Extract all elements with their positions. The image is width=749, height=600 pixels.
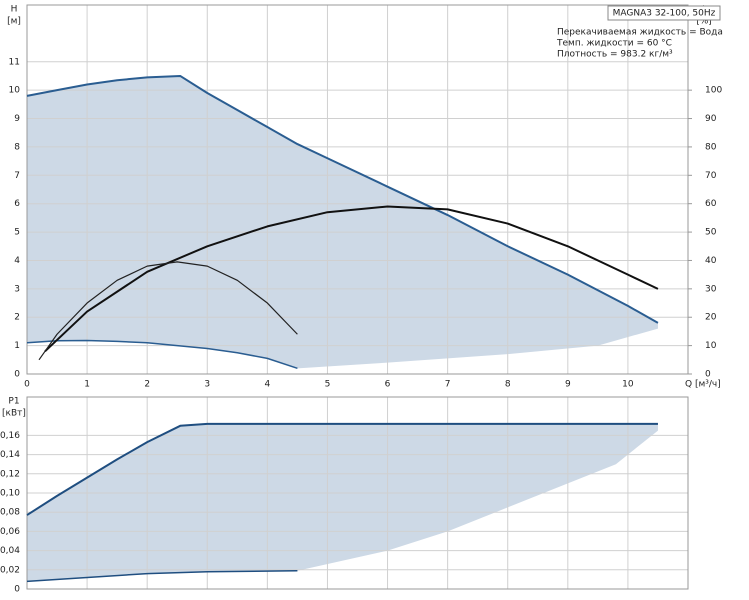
y-tick-label: 4 bbox=[14, 256, 20, 266]
y-tick-label: 8 bbox=[14, 142, 20, 152]
y-tick-label: 11 bbox=[9, 57, 20, 67]
y-tick-label: 7 bbox=[14, 171, 20, 181]
curve bbox=[26, 74, 659, 324]
y2-tick-label: 20 bbox=[705, 313, 717, 323]
y2-tick-label: 90 bbox=[705, 114, 717, 124]
y-tick-label: 0,10 bbox=[0, 489, 20, 499]
legend-title: MAGNA3 32-100, 50Hz bbox=[613, 9, 716, 19]
y-tick-label: 0 bbox=[14, 585, 20, 595]
y2-tick-label: 10 bbox=[705, 341, 717, 351]
y2-tick-label: 40 bbox=[705, 256, 717, 266]
y2-tick-label: 100 bbox=[705, 86, 722, 96]
plot-frame bbox=[26, 4, 689, 375]
y2-axis-unit: [%] bbox=[696, 17, 712, 27]
y-tick-label: 10 bbox=[9, 86, 21, 96]
x-tick-label: 8 bbox=[505, 380, 511, 390]
curve bbox=[26, 422, 658, 516]
y2-tick-label: 80 bbox=[705, 142, 717, 152]
y-tick-label: 2 bbox=[14, 313, 20, 323]
y-tick-label: 0,06 bbox=[0, 527, 20, 537]
x-tick-label: 0 bbox=[24, 380, 30, 390]
y2-tick-label: 70 bbox=[705, 171, 717, 181]
operating-region bbox=[27, 75, 658, 369]
curve bbox=[44, 205, 659, 353]
y-tick-label: 6 bbox=[14, 199, 20, 209]
plot-frame bbox=[26, 396, 689, 590]
operating-region bbox=[27, 423, 658, 582]
y-tick-label: 0,04 bbox=[0, 546, 20, 556]
y-tick-label: 0,16 bbox=[0, 431, 20, 441]
y2-tick-label: 30 bbox=[705, 284, 717, 294]
y2-tick-label: 60 bbox=[705, 199, 717, 209]
legend-box bbox=[607, 5, 721, 21]
y-axis-label: H bbox=[11, 5, 18, 15]
y-axis-unit: [м] bbox=[7, 17, 21, 27]
x-tick-label: 2 bbox=[144, 380, 150, 390]
note: Перекачиваемая жидкость = Вода bbox=[557, 28, 723, 38]
x-tick-label: 1 bbox=[84, 380, 90, 390]
y-tick-label: 0,02 bbox=[0, 565, 20, 575]
y-tick-label: 9 bbox=[14, 114, 20, 124]
y-tick-label: 0,12 bbox=[0, 469, 20, 479]
curve bbox=[26, 339, 298, 370]
note: Темп. жидкости = 60 °C bbox=[556, 39, 672, 49]
curve bbox=[38, 261, 298, 361]
curve bbox=[26, 570, 298, 583]
y-tick-label: 3 bbox=[14, 284, 20, 294]
x-tick-label: 7 bbox=[445, 380, 451, 390]
y-tick-label: 0,14 bbox=[0, 450, 20, 460]
x-tick-label: 5 bbox=[325, 380, 331, 390]
y-tick-label: 1 bbox=[14, 341, 20, 351]
y2-tick-label: 0 bbox=[705, 370, 711, 380]
x-tick-label: 4 bbox=[264, 380, 270, 390]
y-tick-label: 0,08 bbox=[0, 508, 20, 518]
y-axis-unit: [кВт] bbox=[2, 409, 26, 419]
x-tick-label: 10 bbox=[622, 380, 634, 390]
y-tick-label: 0 bbox=[14, 370, 20, 380]
y-tick-label: 5 bbox=[14, 228, 20, 238]
x-tick-label: 3 bbox=[204, 380, 210, 390]
x-tick-label: 9 bbox=[565, 380, 571, 390]
note: Плотность = 983.2 кг/м³ bbox=[557, 50, 673, 60]
x-tick-label: 6 bbox=[385, 380, 391, 390]
x-axis-label: Q [м³/ч] bbox=[685, 380, 721, 390]
y-axis-label: P1 bbox=[8, 397, 19, 407]
y2-tick-label: 50 bbox=[705, 228, 717, 238]
